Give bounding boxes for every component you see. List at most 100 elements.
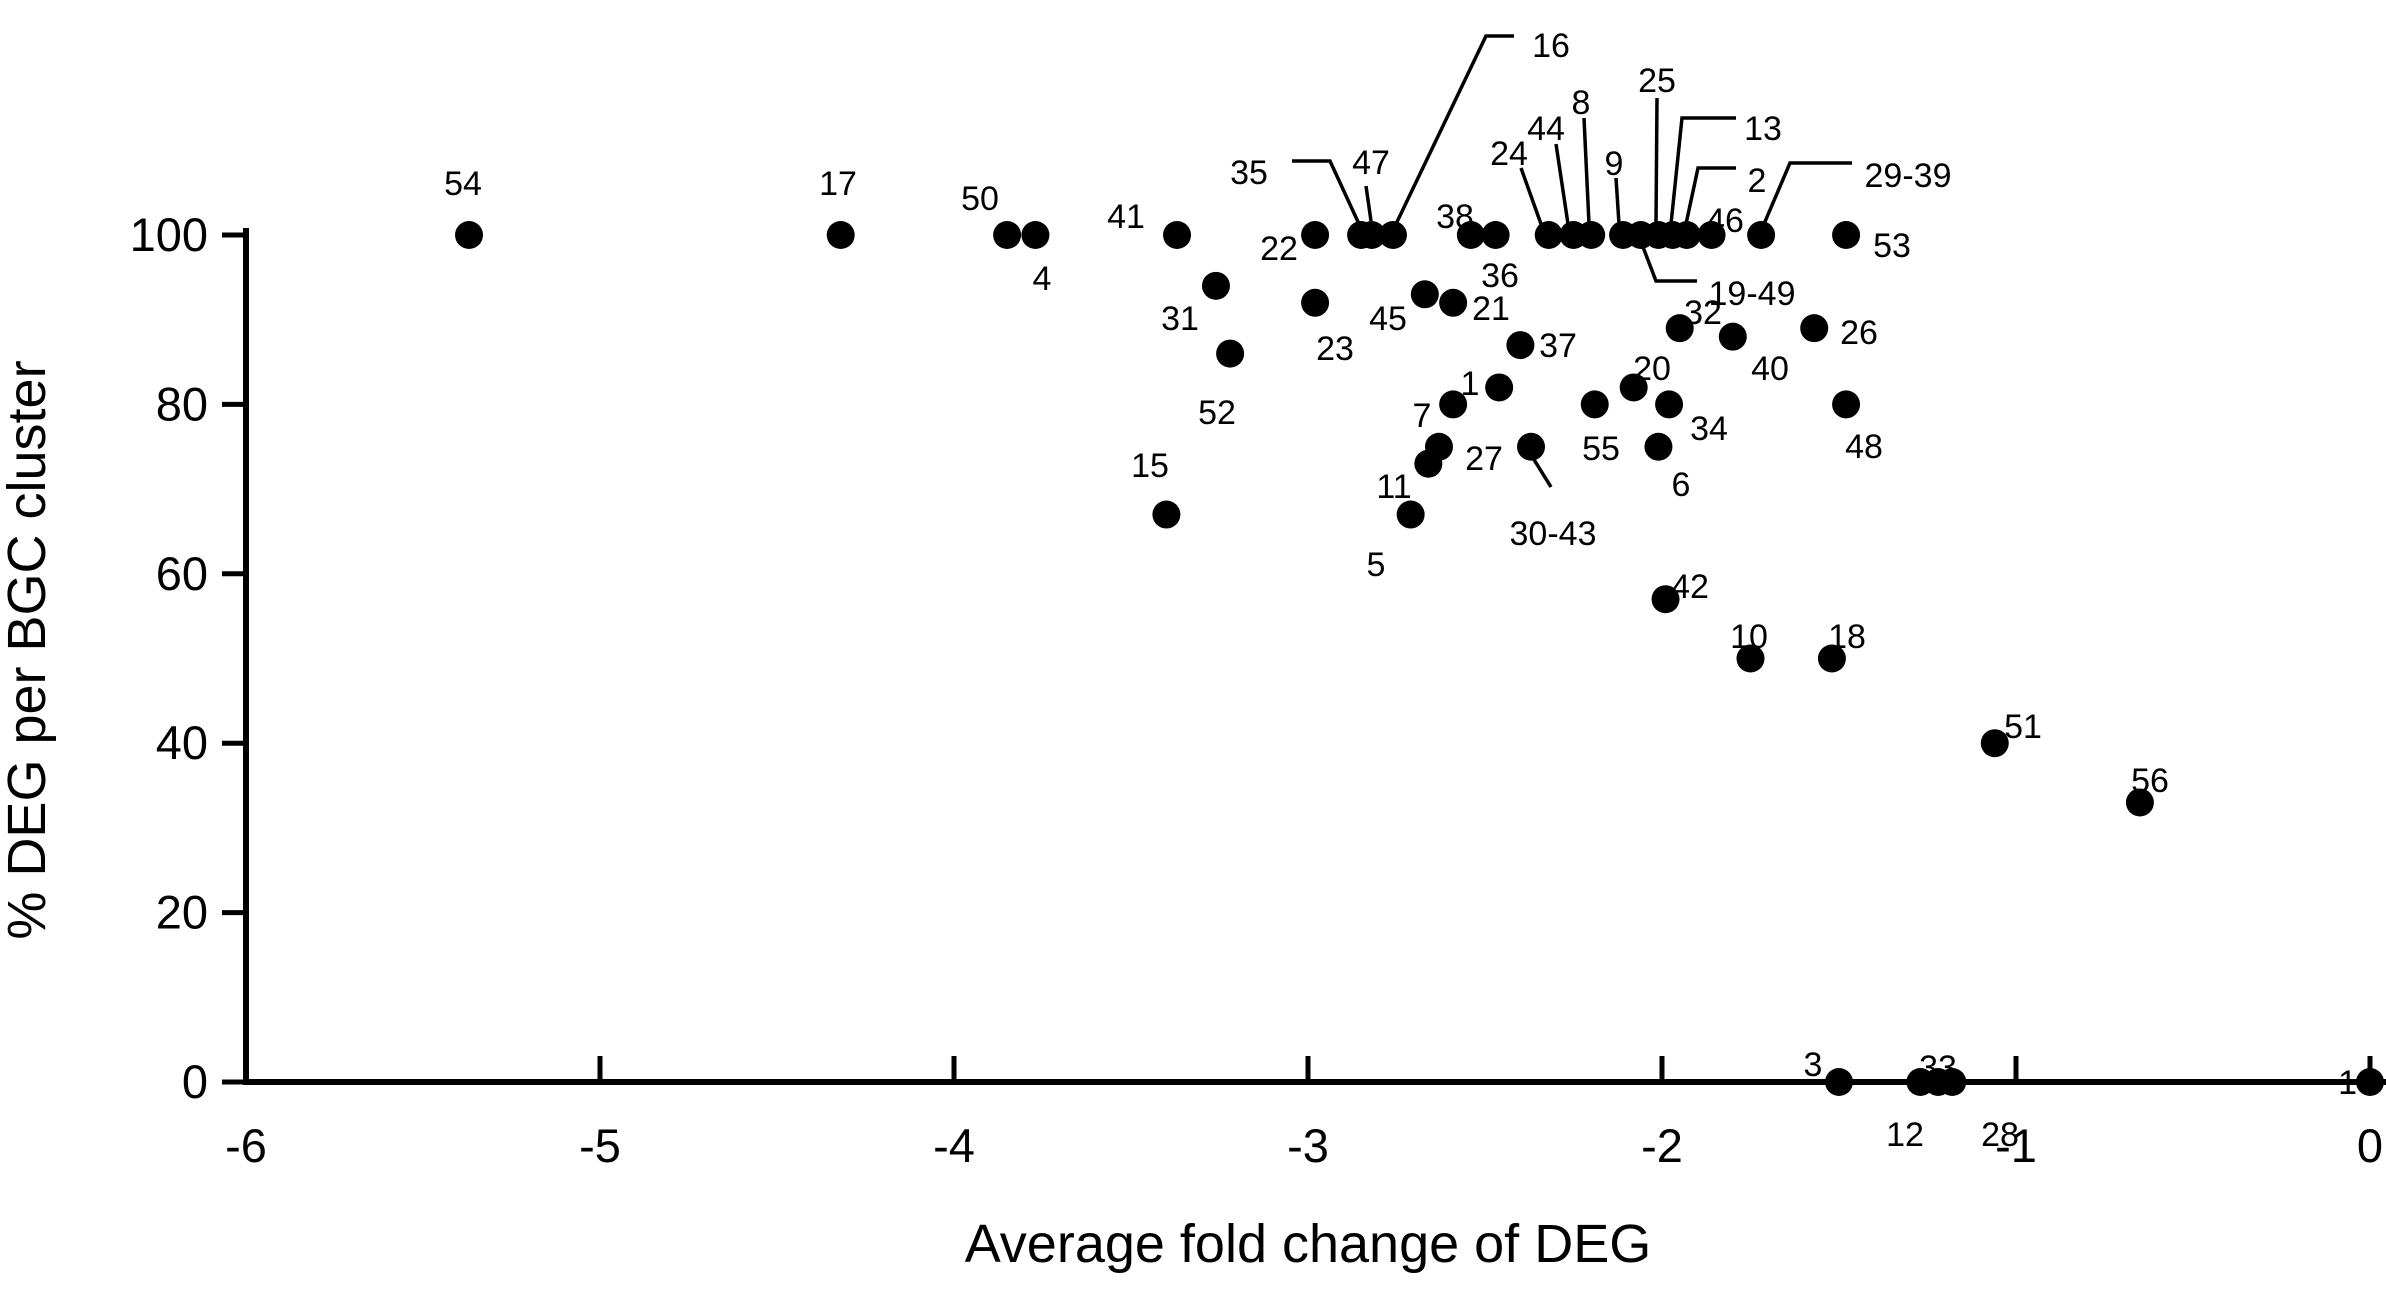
data-point-label-22: 22 — [1260, 230, 1298, 268]
data-point-20 — [1619, 373, 1648, 402]
data-point-7 — [1439, 390, 1468, 419]
data-point-label-13: 13 — [1744, 110, 1782, 148]
data-point-50 — [993, 221, 1022, 249]
x-axis-tick-label: -6 — [225, 1119, 267, 1172]
data-point-label-6: 6 — [1672, 466, 1691, 504]
data-point-label-25: 25 — [1638, 62, 1676, 100]
leader-line-9 — [1614, 177, 1621, 225]
data-point-label-35: 35 — [1230, 154, 1268, 192]
data-point-41 — [1163, 221, 1192, 249]
y-axis-title: % DEG per BGC cluster — [0, 360, 57, 939]
data-point-53 — [1832, 221, 1861, 249]
data-point-label-4: 4 — [1033, 260, 1052, 298]
data-point-34 — [1655, 390, 1684, 419]
data-point-1 — [1485, 373, 1514, 402]
data-point-23 — [1301, 288, 1330, 317]
data-point-3 — [1825, 1068, 1853, 1096]
y-axis-tick-label: 0 — [182, 1055, 208, 1108]
y-axis-tick-label: 40 — [156, 716, 208, 769]
leader-line-24 — [1519, 167, 1543, 225]
data-point-label-41: 41 — [1107, 198, 1145, 236]
leader-line-47 — [1364, 185, 1373, 222]
data-point-label-34: 34 — [1690, 410, 1728, 448]
data-point-label-26: 26 — [1840, 314, 1878, 352]
data-point-label-17: 17 — [819, 165, 857, 203]
data-point-40 — [1718, 322, 1747, 351]
data-point-label-36: 36 — [1481, 257, 1519, 295]
leader-line-2 — [1684, 166, 1736, 225]
data-point-56 — [2125, 788, 2154, 817]
data-point-32 — [1665, 314, 1694, 343]
data-point-label-52: 52 — [1198, 394, 1236, 432]
data-point-label-45: 45 — [1369, 300, 1407, 338]
data-point-label-37: 37 — [1539, 327, 1577, 365]
x-axis-tick-label: -3 — [1287, 1119, 1329, 1172]
leader-line-8 — [1582, 117, 1591, 225]
data-point-31 — [1201, 271, 1230, 300]
data-point-label-56: 56 — [2131, 762, 2169, 800]
data-point-label-38: 38 — [1436, 198, 1474, 236]
leader-line-29-39 — [1762, 161, 1852, 225]
data-point-18 — [1817, 644, 1846, 673]
data-point-label-53: 53 — [1873, 227, 1911, 265]
data-point-51 — [1980, 729, 2009, 758]
data-point-label-3: 3 — [1804, 1046, 1823, 1084]
y-axis-tick-label: 80 — [156, 377, 208, 430]
x-axis-tick-label: -1 — [1995, 1119, 2037, 1172]
data-point-2 — [1672, 221, 1701, 249]
leader-line-13 — [1669, 116, 1736, 225]
data-point-label-14: 14 — [2338, 1064, 2376, 1102]
data-point-5 — [1396, 500, 1425, 529]
leader-line-16 — [1394, 34, 1514, 225]
data-point-11 — [1414, 449, 1443, 478]
data-point-28 — [1938, 1068, 1967, 1096]
data-point-label-29-39: 29-39 — [1865, 157, 1952, 195]
x-axis-tick-label: -4 — [933, 1119, 975, 1172]
leader-line-25 — [1654, 97, 1659, 225]
data-point-label-19-49: 19-49 — [1709, 275, 1796, 313]
axes-layer: 0 20 40 60 80 100 -6 -5 -4 -3 -2 -1 0 — [130, 208, 2386, 1172]
leader-line-35 — [1292, 159, 1361, 225]
data-point-label-42: 42 — [1671, 568, 1709, 606]
data-point-label-54: 54 — [444, 165, 482, 203]
leader-lines-layer — [1292, 34, 1852, 488]
y-axis-tick-label: 100 — [130, 208, 208, 261]
data-point-label-28: 28 — [1981, 1116, 2019, 1154]
x-axis-tick-label: 0 — [2357, 1119, 2383, 1172]
data-point-6 — [1644, 432, 1673, 461]
data-point-label-12: 12 — [1886, 1116, 1924, 1154]
data-point-label-31: 31 — [1161, 300, 1199, 338]
data-point-label-32: 32 — [1684, 294, 1722, 332]
x-axis-title: Average fold change of DEG — [965, 1214, 1651, 1274]
data-point-14 — [2356, 1068, 2384, 1096]
data-point-label-47: 47 — [1352, 144, 1390, 182]
data-point-label-27: 27 — [1465, 440, 1503, 478]
data-point-label-21: 21 — [1472, 290, 1510, 328]
data-point-29-39 — [1747, 221, 1776, 249]
data-point-label-44: 44 — [1527, 110, 1565, 148]
data-point-45 — [1410, 280, 1439, 309]
data-point-17 — [826, 221, 855, 249]
data-point-label-30-43: 30-43 — [1510, 515, 1597, 553]
data-point-label-24: 24 — [1490, 135, 1528, 173]
x-axis-tick-label: -2 — [1641, 1119, 1683, 1172]
x-axis-tick-label: -5 — [579, 1119, 621, 1172]
data-point-22 — [1301, 221, 1330, 249]
data-point-30-43 — [1517, 432, 1546, 461]
data-point-8 — [1577, 221, 1606, 249]
data-point-38 — [1456, 221, 1485, 249]
leader-line-19-49 — [1641, 246, 1697, 283]
data-point-label-15: 15 — [1131, 447, 1169, 485]
data-point-label-16: 16 — [1532, 27, 1570, 65]
data-point-24 — [1534, 221, 1563, 249]
data-point-label-46: 46 — [1706, 202, 1744, 240]
data-point-label-48: 48 — [1845, 428, 1883, 466]
data-point-label-55: 55 — [1582, 430, 1620, 468]
data-point-label-2: 2 — [1748, 162, 1767, 200]
data-point-37 — [1506, 331, 1535, 360]
data-point-15 — [1152, 500, 1181, 529]
data-point-47 — [1357, 221, 1386, 249]
data-point-48 — [1832, 390, 1861, 419]
